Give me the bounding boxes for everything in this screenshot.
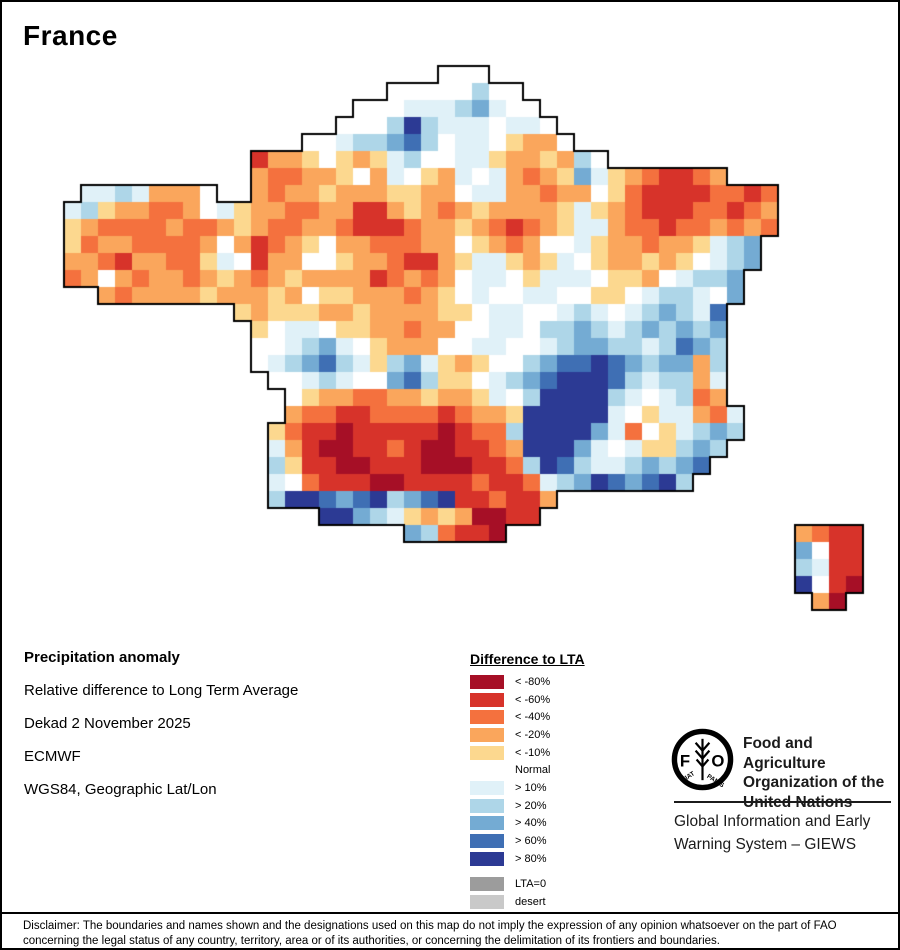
legend-item: < -40% [470,708,650,726]
legend-item: > 10% [470,779,650,797]
legend-swatch [470,834,504,849]
disclaimer-line: Disclaimer: The boundaries and names sho… [23,920,837,932]
legend-label: Normal [515,764,551,777]
legend-item: < -80% [470,673,650,691]
legend-swatch [470,727,504,742]
info-line-source: ECMWF [24,748,81,765]
legend-title: Difference to LTA [470,651,585,667]
disclaimer-line: concerning the legal status of any count… [23,934,720,947]
disclaimer-text: Disclaimer: The boundaries and names sho… [2,912,898,948]
france-precipitation-map [2,2,898,627]
fao-logo-letter-f: F [680,751,690,770]
giews-label: Global Information and Early Warning Sys… [674,811,870,856]
legend-swatch [470,816,504,831]
legend-item: Normal [470,761,650,779]
legend-label: > 80% [515,852,547,865]
legend-label: > 10% [515,781,547,794]
legend-swatch [470,780,504,795]
info-line-dekad: Dekad 2 November 2025 [24,715,191,732]
legend: Difference to LTA < -80% < -60% < -40% < -2… [470,651,650,911]
legend-item: LTA=0 [470,876,650,894]
fao-org-line: Organization of the [743,774,885,791]
legend-swatch [470,745,504,760]
legend-label: > 40% [515,817,547,830]
map-info: Precipitation anomaly Relative differenc… [24,650,444,798]
legend-label: < -80% [515,675,551,688]
legend-items: < -80% < -60% < -40% < -20% < -10% Normal > 10… [470,673,650,868]
legend-label: < -40% [515,711,551,724]
legend-item: > 20% [470,797,650,815]
legend-swatch [470,895,504,910]
legend-item: > 80% [470,850,650,868]
legend-item: desert [470,893,650,911]
legend-swatch [470,692,504,707]
fao-org-name: Food and Agriculture Organization of the… [743,734,898,812]
legend-swatch [470,851,504,866]
legend-item: < -10% [470,744,650,762]
page-title: France [23,20,118,51]
legend-extra-items: LTA=0 desert [470,876,650,911]
legend-label: > 60% [515,835,547,848]
legend-item: > 60% [470,832,650,850]
fao-logo: F O FIAT PANIS [671,728,734,791]
fao-separator-line [674,801,891,803]
legend-item: > 40% [470,815,650,833]
legend-item: < -20% [470,726,650,744]
legend-label: < -60% [515,693,551,706]
legend-label: > 20% [515,799,547,812]
legend-label: < -20% [515,728,551,741]
info-heading: Precipitation anomaly [24,649,180,666]
wheat-icon [694,738,711,781]
info-line-projection: WGS84, Geographic Lat/Lon [24,781,217,798]
giews-line: Global Information and Early [674,813,871,830]
fao-org-line: Food and Agriculture [743,735,826,772]
legend-swatch [470,674,504,689]
legend-label: < -10% [515,746,551,759]
legend-label: LTA=0 [515,878,547,891]
giews-line: Warning System – GIEWS [674,835,857,853]
legend-label: desert [515,896,546,909]
legend-swatch [470,798,504,813]
info-line-method: Relative difference to Long Term Average [24,682,299,699]
legend-swatch [470,763,504,778]
legend-item: < -60% [470,691,650,709]
fao-logo-letter-o: O [711,751,724,770]
legend-swatch [470,710,504,725]
legend-swatch [470,877,504,892]
